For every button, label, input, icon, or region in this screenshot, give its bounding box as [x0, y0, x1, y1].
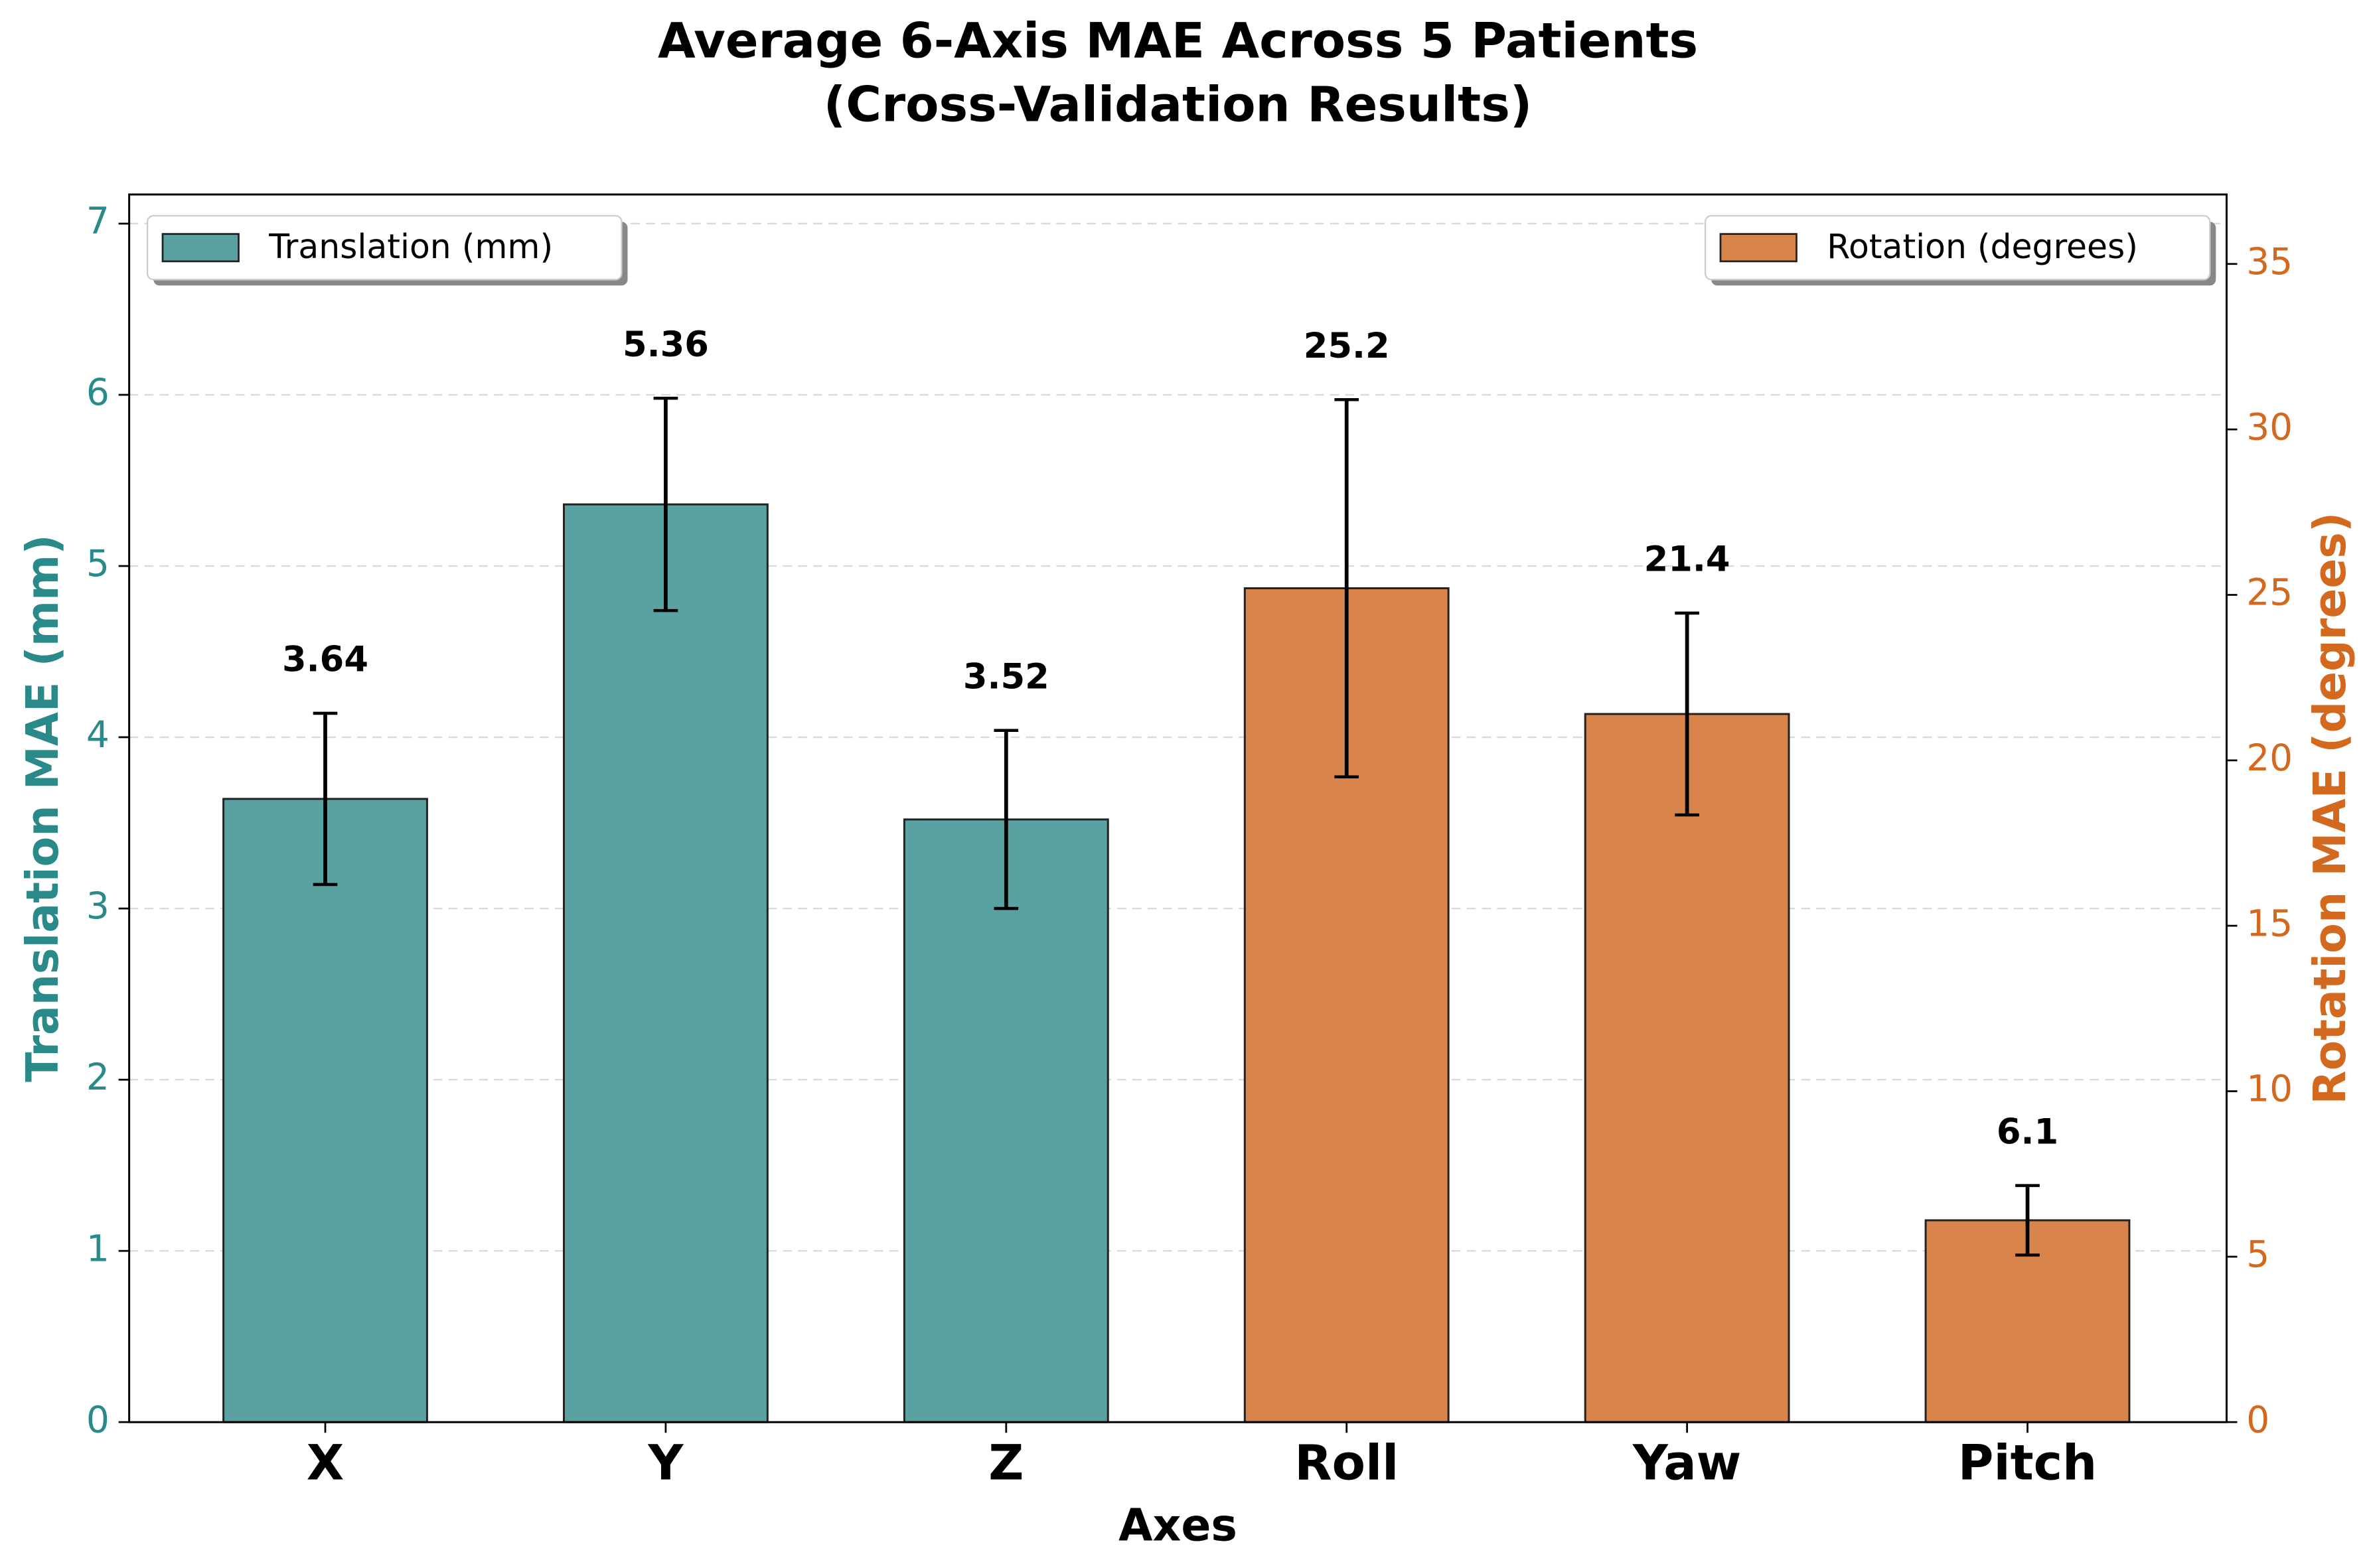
data-label: 21.4 [1644, 539, 1730, 580]
y2-tick-label: 0 [2246, 1398, 2269, 1441]
y2-tick-label: 35 [2246, 240, 2293, 283]
bar [903, 818, 1109, 1423]
y2-axis-label: Rotation MAE (degrees) [2304, 512, 2356, 1105]
y-tick-label: 2 [86, 1056, 110, 1098]
bar [222, 798, 428, 1423]
y-axis-label: Translation MAE (mm) [17, 534, 68, 1082]
y2-tick-label: 10 [2246, 1068, 2293, 1110]
x-tick-label: Y [647, 1435, 684, 1492]
legend: Rotation (degrees) [1704, 214, 2211, 281]
legend-box [1704, 214, 2211, 281]
y-tick-label: 3 [86, 885, 110, 927]
y-tick-label: 0 [86, 1398, 110, 1441]
plot-frame [128, 193, 2228, 1423]
x-tick-label: Roll [1294, 1435, 1399, 1492]
y-tick-label: 7 [86, 200, 110, 242]
chart-subtitle: (Cross-Validation Results) [824, 77, 1533, 133]
data-label: 6.1 [1997, 1111, 2058, 1152]
y2-tick-label: 5 [2246, 1233, 2269, 1275]
y-tick-label: 5 [86, 542, 110, 585]
x-tick-label: Yaw [1632, 1435, 1741, 1492]
legend-label: Rotation (degrees) [1827, 227, 2138, 266]
y-tick-label: 4 [86, 713, 110, 756]
x-tick-label: Pitch [1958, 1435, 2097, 1492]
legend-label: Translation (mm) [268, 227, 553, 266]
y2-tick-label: 15 [2246, 902, 2293, 944]
data-label: 5.36 [623, 324, 709, 365]
legend-swatch [161, 233, 240, 263]
bar [1584, 713, 1790, 1423]
y2-tick-label: 25 [2246, 571, 2293, 614]
x-tick-label: Z [988, 1435, 1024, 1492]
y-tick-label: 1 [86, 1227, 110, 1269]
y2-tick-label: 30 [2246, 405, 2293, 448]
legend: Translation (mm) [146, 214, 623, 281]
y2-tick-label: 20 [2246, 737, 2293, 779]
legend-box [146, 214, 623, 281]
data-label: 3.52 [963, 657, 1049, 697]
x-axis-label: Axes [1118, 1500, 1237, 1551]
legend-swatch [1719, 233, 1797, 263]
x-tick-label: X [307, 1435, 344, 1492]
data-label: 25.2 [1304, 326, 1390, 366]
y-tick-label: 6 [86, 371, 110, 413]
chart-title: Average 6-Axis MAE Across 5 Patients [658, 13, 1698, 69]
bar [563, 503, 769, 1423]
data-label: 3.64 [282, 640, 368, 680]
